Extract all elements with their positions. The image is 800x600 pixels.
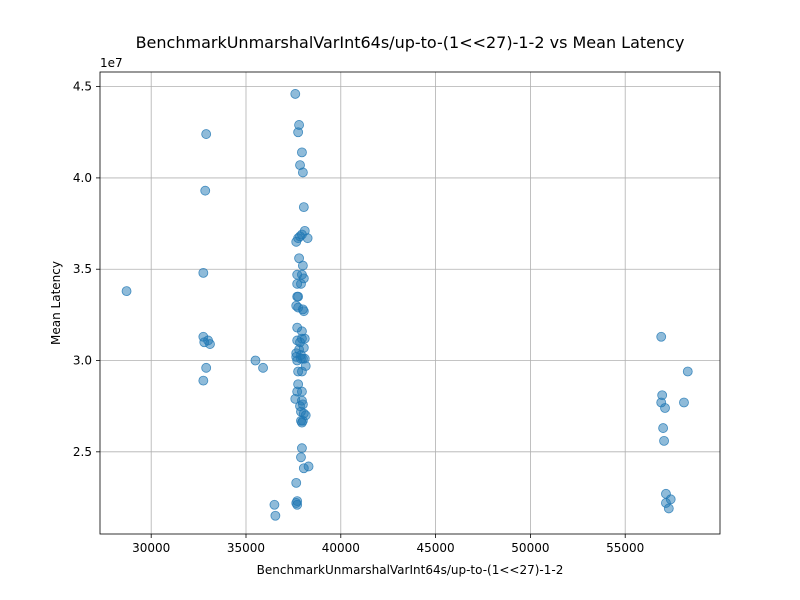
data-point [296,353,306,364]
data-point [291,477,302,488]
x-tick-label: 45000 [417,541,455,555]
data-point [303,461,314,472]
y-axis-exponent: 1e7 [100,56,123,70]
x-tick-label: 35000 [227,541,265,555]
x-tick-label: 50000 [511,541,549,555]
data-point [297,167,308,178]
data-point [198,375,209,386]
data-point [258,362,268,373]
grid-lines [100,72,720,534]
data-points [121,89,693,521]
plot-frame [99,71,721,535]
data-point [658,423,669,433]
data-point [121,286,132,297]
data-point [297,443,307,454]
y-tick-label: 2.5 [73,445,92,459]
data-point [297,260,308,271]
y-tick-label: 4.0 [73,171,92,185]
data-point [296,452,306,463]
data-point [293,127,304,138]
data-point [205,339,215,349]
data-point [656,331,667,342]
x-axis-ticks: 30000 35000 40000 45000 50000 55000 [132,534,644,555]
data-point [292,278,303,289]
x-tick-label: 30000 [132,541,170,555]
y-tick-label: 3.0 [73,354,92,368]
data-point [663,503,674,514]
y-tick-label: 3.5 [73,262,92,276]
data-point [292,499,303,510]
data-point [302,233,313,244]
data-point [290,89,301,99]
data-point [660,403,670,413]
data-point [682,366,693,377]
data-point [198,267,209,278]
x-tick-label: 40000 [322,541,360,555]
x-axis-label: BenchmarkUnmarshalVarInt64s/up-to-(1<<27… [257,563,564,577]
data-point [298,306,309,317]
data-point [659,435,669,446]
data-point [291,236,302,247]
data-point [200,185,211,196]
data-point [297,415,308,426]
data-point [201,129,212,139]
data-point [297,147,307,158]
data-point [293,291,304,302]
data-point [270,510,281,521]
chart-title: BenchmarkUnmarshalVarInt64s/up-to-(1<<27… [136,33,685,52]
data-point [269,499,280,510]
data-point [201,362,212,373]
y-tick-label: 4.5 [73,80,92,94]
y-axis-label: Mean Latency [49,261,63,345]
data-point [297,386,307,397]
x-tick-label: 55000 [606,541,644,555]
data-point [679,397,689,408]
data-point [298,202,309,213]
data-point [250,355,261,366]
y-axis-ticks: 2.5 3.0 3.5 4.0 4.5 [73,80,100,459]
data-point [297,366,307,377]
